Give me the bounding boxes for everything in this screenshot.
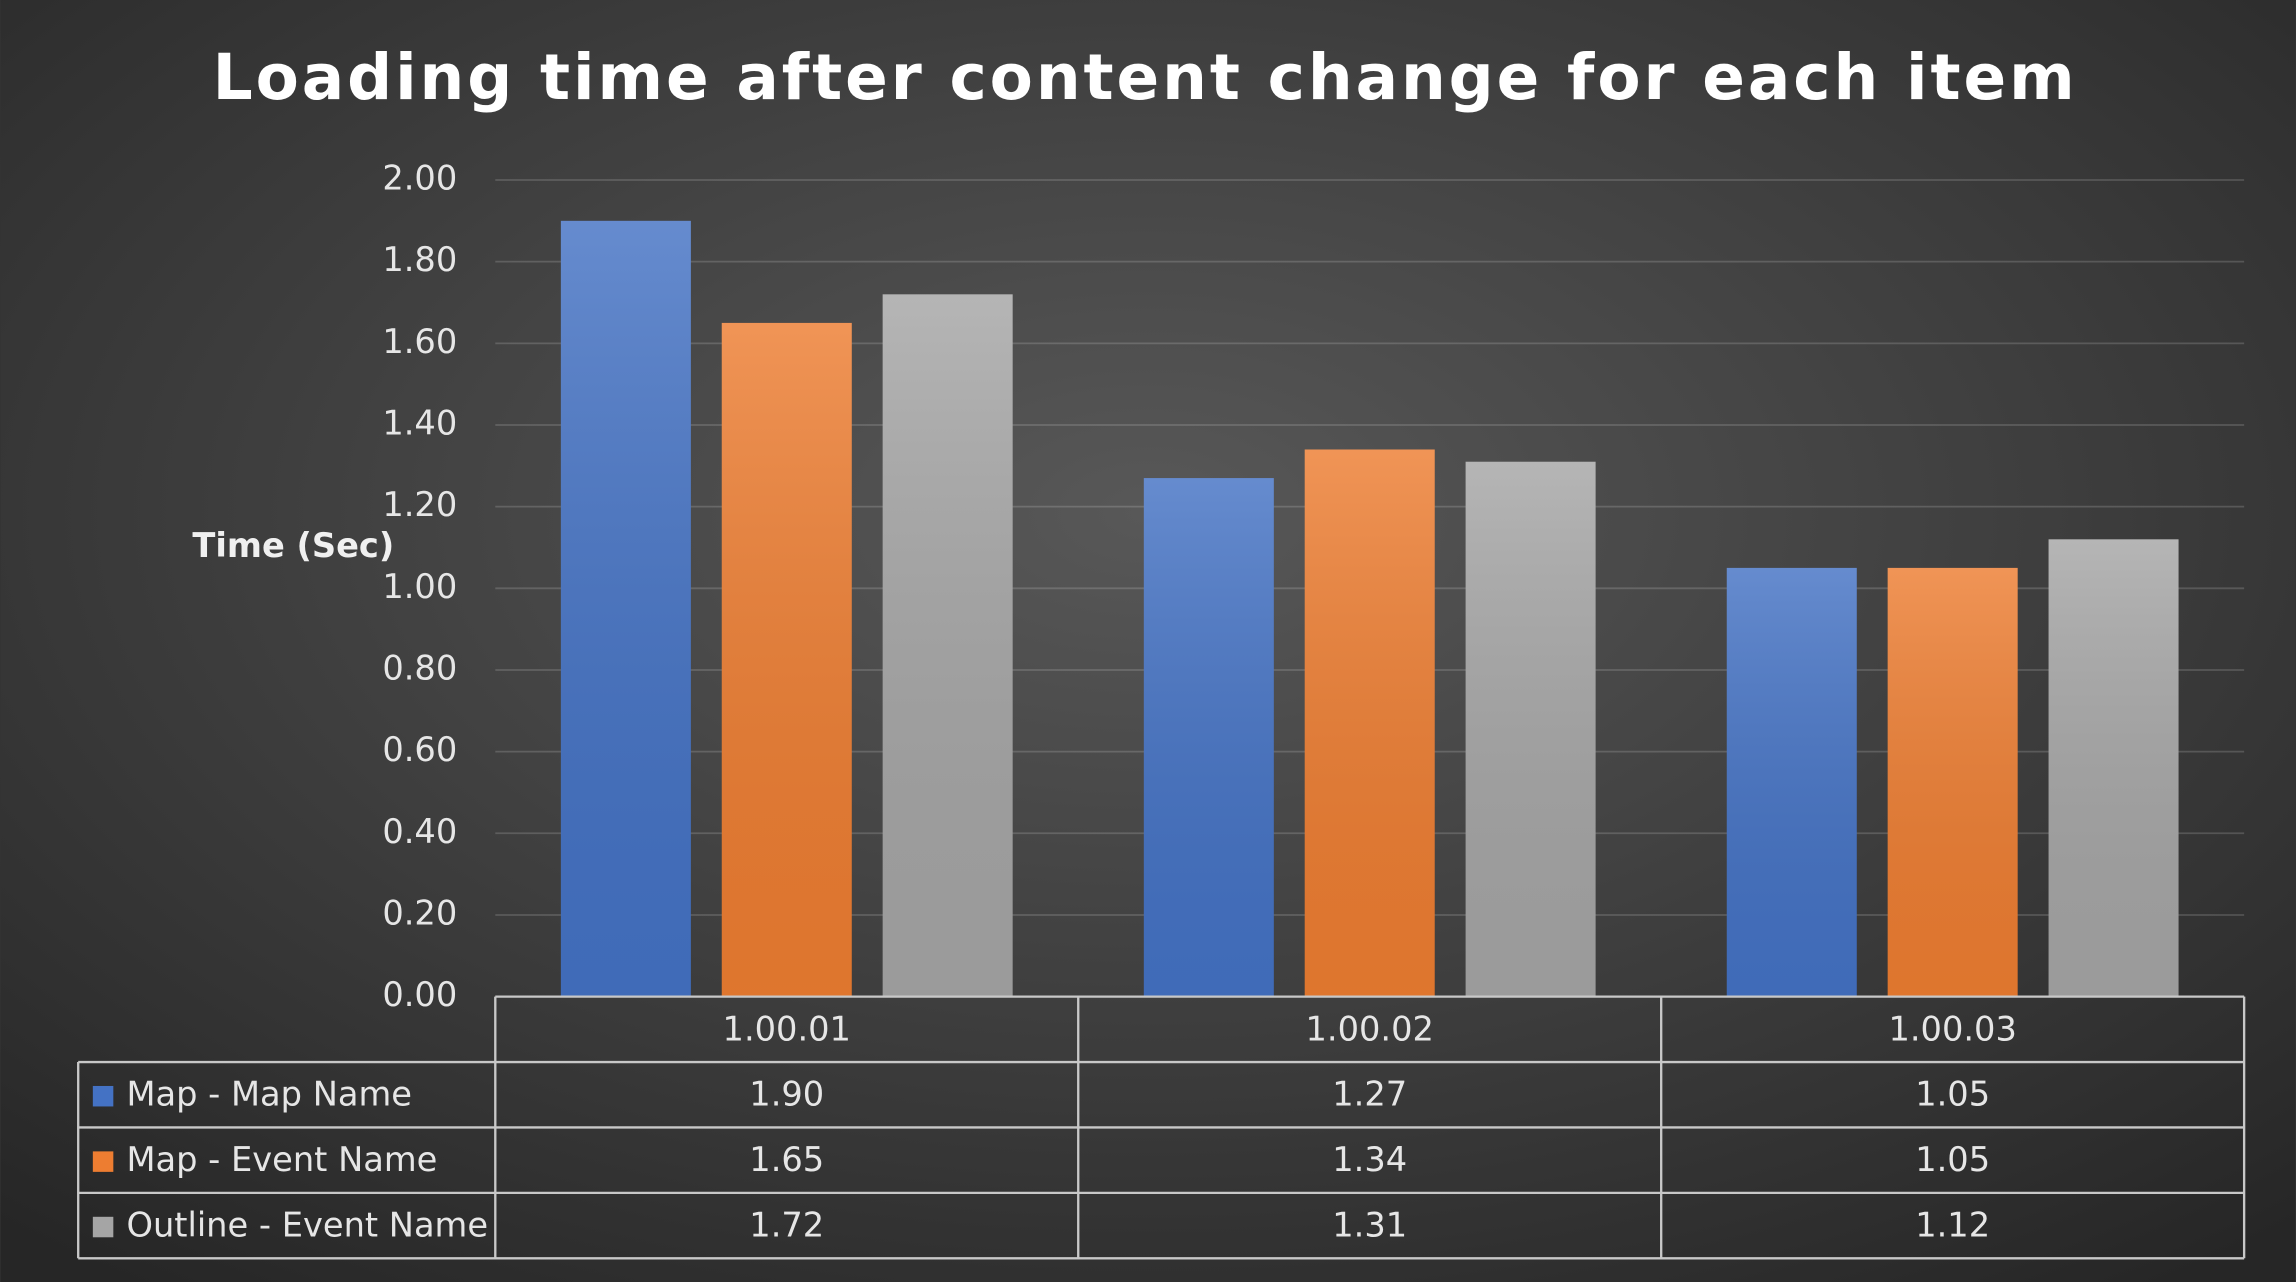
- legend-label: Map - Event Name: [126, 1140, 437, 1179]
- y-tick-label: 2.00: [382, 159, 457, 198]
- table-value: 1.05: [1915, 1075, 1990, 1114]
- chart-title: Loading time after content change for ea…: [213, 41, 2078, 114]
- y-axis-label: Time (Sec): [192, 526, 394, 565]
- y-tick-label: 1.60: [382, 322, 457, 361]
- y-tick-label: 0.00: [382, 975, 457, 1014]
- table-value: 1.34: [1332, 1140, 1407, 1179]
- x-tick-label: 1.00.03: [1888, 1009, 2016, 1048]
- bar: [1887, 567, 2018, 997]
- table-value: 1.90: [749, 1075, 824, 1114]
- legend-swatch: [92, 1085, 114, 1107]
- bar: [1465, 461, 1596, 997]
- bar: [1304, 449, 1435, 997]
- table-value: 1.65: [749, 1140, 824, 1179]
- bar: [721, 322, 852, 997]
- bar: [560, 220, 691, 997]
- y-tick-label: 0.80: [382, 648, 457, 687]
- legend-swatch: [92, 1151, 114, 1172]
- y-tick-label: 1.80: [382, 240, 457, 279]
- table-value: 1.31: [1332, 1206, 1407, 1245]
- bar: [1726, 567, 1857, 997]
- bar: [2048, 539, 2179, 997]
- y-tick-label: 1.00: [382, 567, 457, 606]
- table-value: 1.27: [1332, 1075, 1407, 1114]
- legend-label: Outline - Event Name: [126, 1206, 488, 1245]
- bar: [1143, 478, 1274, 997]
- table-value: 1.05: [1915, 1140, 1990, 1179]
- x-tick-label: 1.00.01: [723, 1009, 851, 1048]
- y-tick-label: 0.40: [382, 812, 457, 851]
- table-value: 1.72: [749, 1206, 824, 1245]
- y-tick-label: 1.40: [382, 403, 457, 442]
- x-tick-label: 1.00.02: [1306, 1009, 1434, 1048]
- y-tick-label: 0.60: [382, 730, 457, 769]
- y-tick-label: 0.20: [382, 893, 457, 932]
- legend-swatch: [92, 1216, 114, 1238]
- legend-label: Map - Map Name: [126, 1075, 411, 1114]
- table-value: 1.12: [1915, 1206, 1990, 1245]
- y-tick-label: 1.20: [382, 485, 457, 524]
- bar: [882, 294, 1013, 997]
